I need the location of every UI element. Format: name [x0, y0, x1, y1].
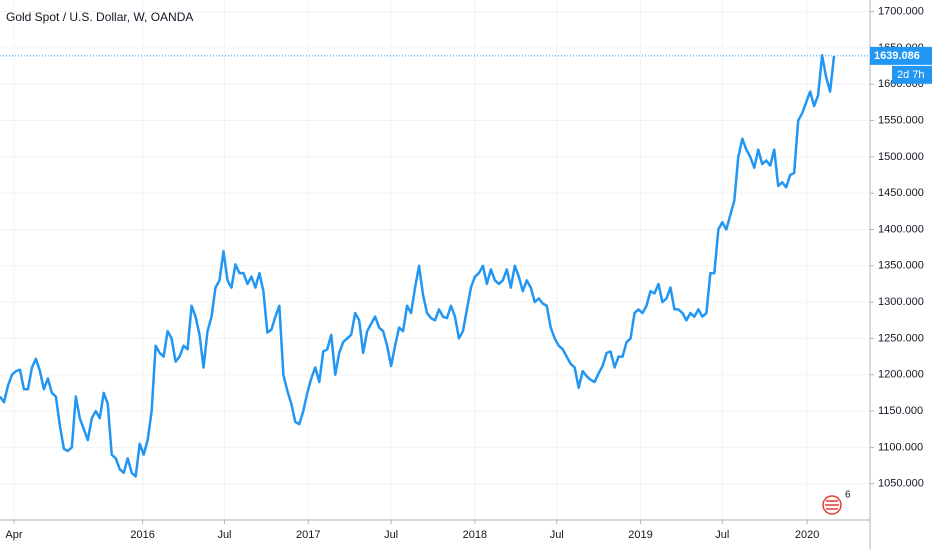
x-tick-label: 2020 [795, 529, 819, 541]
y-tick-label: 1500.000 [878, 151, 924, 163]
plot [0, 53, 870, 478]
x-tick-label: 2018 [463, 529, 487, 541]
x-tick-label: Jul [550, 529, 564, 541]
x-tick-label: Jul [384, 529, 398, 541]
y-tick-label: 1450.000 [878, 187, 924, 199]
events-icon: 6 [822, 490, 851, 515]
x-tick-label: Jul [715, 529, 729, 541]
y-tick-label: 1100.000 [878, 441, 923, 453]
y-tick-label: 1400.000 [878, 223, 924, 235]
axes: 1050.000 1100.000 1150.000 1200.000 1250.000… [5, 6, 932, 541]
y-tick-label: 1200.000 [878, 369, 924, 381]
countdown-label: 2d 7h [897, 69, 925, 81]
y-tick-label: 1150.000 [878, 405, 923, 417]
y-tick-label: 1300.000 [878, 296, 924, 308]
flag-stripes [825, 500, 839, 510]
y-tick-label: 1050.000 [878, 478, 924, 490]
x-tick-label: Apr [5, 529, 22, 541]
x-tick-label: Jul [217, 529, 231, 541]
x-tick-label: 2019 [628, 529, 652, 541]
grid [0, 0, 870, 520]
last-price-label: 1639.086 [874, 50, 920, 62]
events-count: 6 [845, 490, 851, 501]
y-tick-label: 1550.000 [878, 114, 924, 126]
countdown-tag [892, 65, 932, 84]
x-tick-label: 2017 [296, 529, 320, 541]
price-line [0, 53, 836, 478]
x-tick-label: 2016 [130, 529, 154, 541]
chart-title: Gold Spot / U.S. Dollar, W, OANDA [6, 10, 193, 24]
last-price-tag [870, 46, 932, 65]
y-tick-label: 1350.000 [878, 260, 924, 272]
y-tick-label: 1250.000 [878, 332, 924, 344]
y-tick-label: 1700.000 [878, 6, 924, 18]
